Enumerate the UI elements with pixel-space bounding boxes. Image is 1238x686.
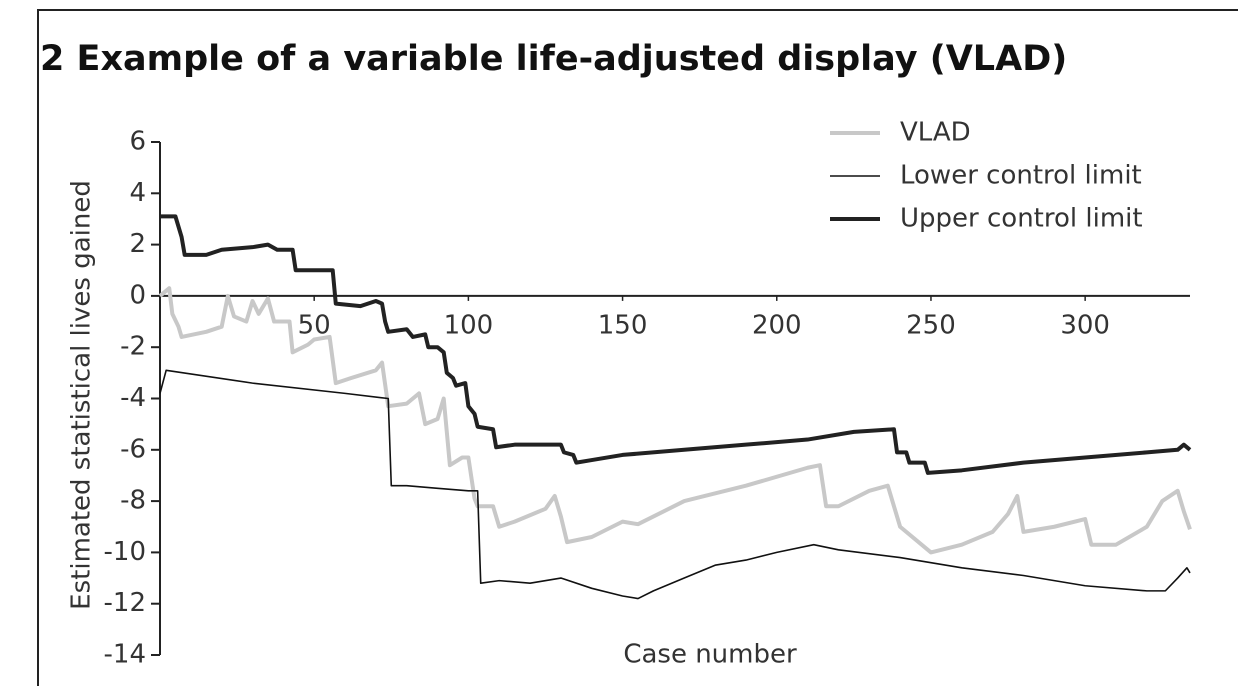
- y-tick-label: 6: [129, 127, 146, 157]
- y-tick-label: -10: [104, 537, 146, 567]
- x-tick-label: 150: [598, 310, 648, 340]
- y-tick-label: -6: [120, 434, 146, 464]
- x-tick-label: 300: [1060, 310, 1110, 340]
- y-tick-label: 4: [129, 178, 146, 208]
- legend-label: VLAD: [900, 118, 971, 148]
- frame: [37, 9, 1238, 686]
- y-tick-label: -2: [120, 332, 146, 362]
- x-tick-label: 250: [906, 310, 956, 340]
- y-tick-label: -14: [104, 640, 146, 670]
- y-tick-label: -8: [120, 486, 146, 516]
- y-tick-label: 0: [129, 280, 146, 310]
- x-tick-label: 50: [298, 310, 331, 340]
- legend-label: Lower control limit: [900, 161, 1142, 191]
- y-axis-title: Estimated statistical lives gained: [67, 180, 97, 610]
- series-line: [158, 286, 1192, 555]
- y-tick-label: -4: [120, 383, 146, 413]
- series-line: [159, 369, 1191, 600]
- x-axis-title: Case number: [623, 640, 797, 670]
- legend-label: Upper control limit: [900, 204, 1143, 234]
- y-tick-label: 2: [129, 229, 146, 259]
- y-tick-label: -12: [104, 588, 146, 618]
- series-line: [160, 214, 1192, 475]
- x-tick-label: 100: [444, 310, 494, 340]
- chart-title: 2 Example of a variable life-adjusted di…: [40, 39, 1067, 79]
- x-tick-label: 200: [752, 310, 802, 340]
